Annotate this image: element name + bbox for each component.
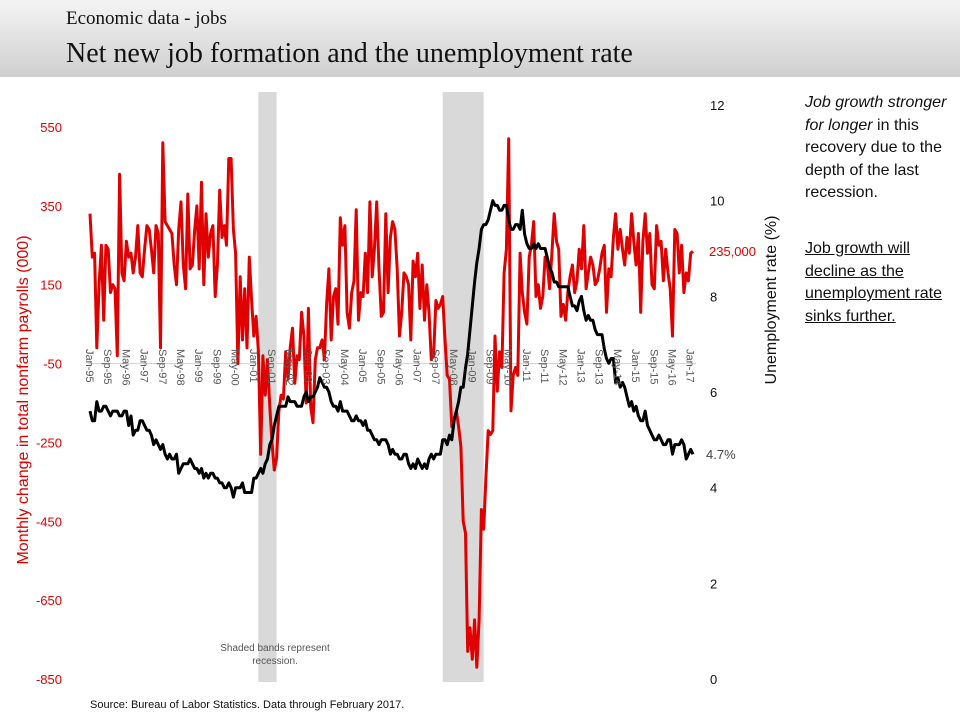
x-tick-label: Jan-03 [301,349,313,383]
x-tick-label: Sep-97 [156,349,168,384]
x-tick-label: Jan-05 [356,349,368,383]
left-axis-tick-label: -650 [36,593,62,608]
x-tick-label: May-00 [229,349,241,386]
right-axis-tick-label: 0 [710,672,717,687]
x-tick-label: May-10 [502,349,514,386]
x-tick-label: May-14 [611,349,623,386]
note-job-growth-decline: Job growth will decline as the unemploym… [805,240,942,325]
left-axis-title: Monthly change in total nonfarm payrolls… [15,235,32,564]
left-axis-tick-label: 150 [40,278,62,293]
payrolls-line [88,137,694,669]
x-tick-label: Jan-13 [575,349,587,383]
right-axis-tick-label: 2 [710,576,717,591]
left-axis-tick-label: -850 [36,672,62,687]
x-tick-label: Jan-17 [684,349,696,383]
left-axis-tick-label: 350 [40,199,62,214]
left-axis-tick-label: -250 [36,435,62,450]
x-tick-label: May-16 [666,349,678,386]
x-tick-label: Jan-01 [247,349,259,383]
note-job-growth-stronger: Job growth stronger for longer in this r… [805,92,955,205]
source-note: Source: Bureau of Labor Statistics. Data… [90,699,405,711]
right-axis-tick-label: 6 [710,385,717,400]
x-tick-label: Jan-07 [411,349,423,383]
last-payrolls-label: 235,000 [709,244,756,259]
right-axis-tick-label: 12 [710,98,724,113]
right-axis-tick-label: 4 [710,481,717,496]
x-tick-label: Jan-09 [465,349,477,383]
x-tick-label: Sep-09 [483,349,495,384]
note-text: in this recovery due to the depth of the… [805,116,942,202]
x-tick-label: Sep-99 [210,349,222,384]
slide-subtitle: Economic data - jobs [66,8,227,29]
x-tick-label: Jan-99 [192,349,204,383]
last-unemployment-label: 4.7% [706,447,736,462]
recession-shading-note: Shaded bands represent recession. [220,643,330,667]
x-tick-label: Jan-97 [138,349,150,383]
x-tick-label: May-08 [447,349,459,386]
left-axis-tick-label: 550 [40,120,62,135]
x-tick-label: May-98 [174,349,186,386]
x-tick-label: Sep-01 [265,349,277,384]
right-axis-title: Unemployment rate (%) [763,216,780,385]
x-tick-label: Sep-07 [429,349,441,384]
x-tick-label: May-06 [392,349,404,386]
x-tick-label: Sep-11 [538,349,550,384]
slide-title: Net new job formation and the unemployme… [66,38,633,69]
x-tick-label: May-02 [283,349,295,386]
x-tick-label: Sep-03 [320,349,332,384]
right-axis-tick-label: 8 [710,289,717,304]
x-tick-label: Sep-95 [101,349,113,384]
x-tick-label: May-12 [556,349,568,386]
x-tick-label: Sep-15 [647,349,659,384]
note-emphasis: Job growth stronger for longer [805,94,947,134]
unemployment-line [88,199,695,499]
x-tick-label: Jan-95 [83,349,95,383]
left-axis-tick-label: -450 [36,514,62,529]
x-tick-label: Jan-15 [629,349,641,383]
x-tick-label: Sep-13 [593,349,605,384]
x-tick-label: Sep-05 [374,349,386,384]
x-tick-label: Jan-11 [520,349,532,382]
left-axis-tick-label: -50 [43,357,62,372]
right-axis-tick-label: 10 [710,194,724,209]
x-tick-label: May-04 [338,349,350,386]
x-tick-label: May-96 [119,349,131,386]
slide-header: Economic data - jobs Net new job formati… [0,0,960,77]
